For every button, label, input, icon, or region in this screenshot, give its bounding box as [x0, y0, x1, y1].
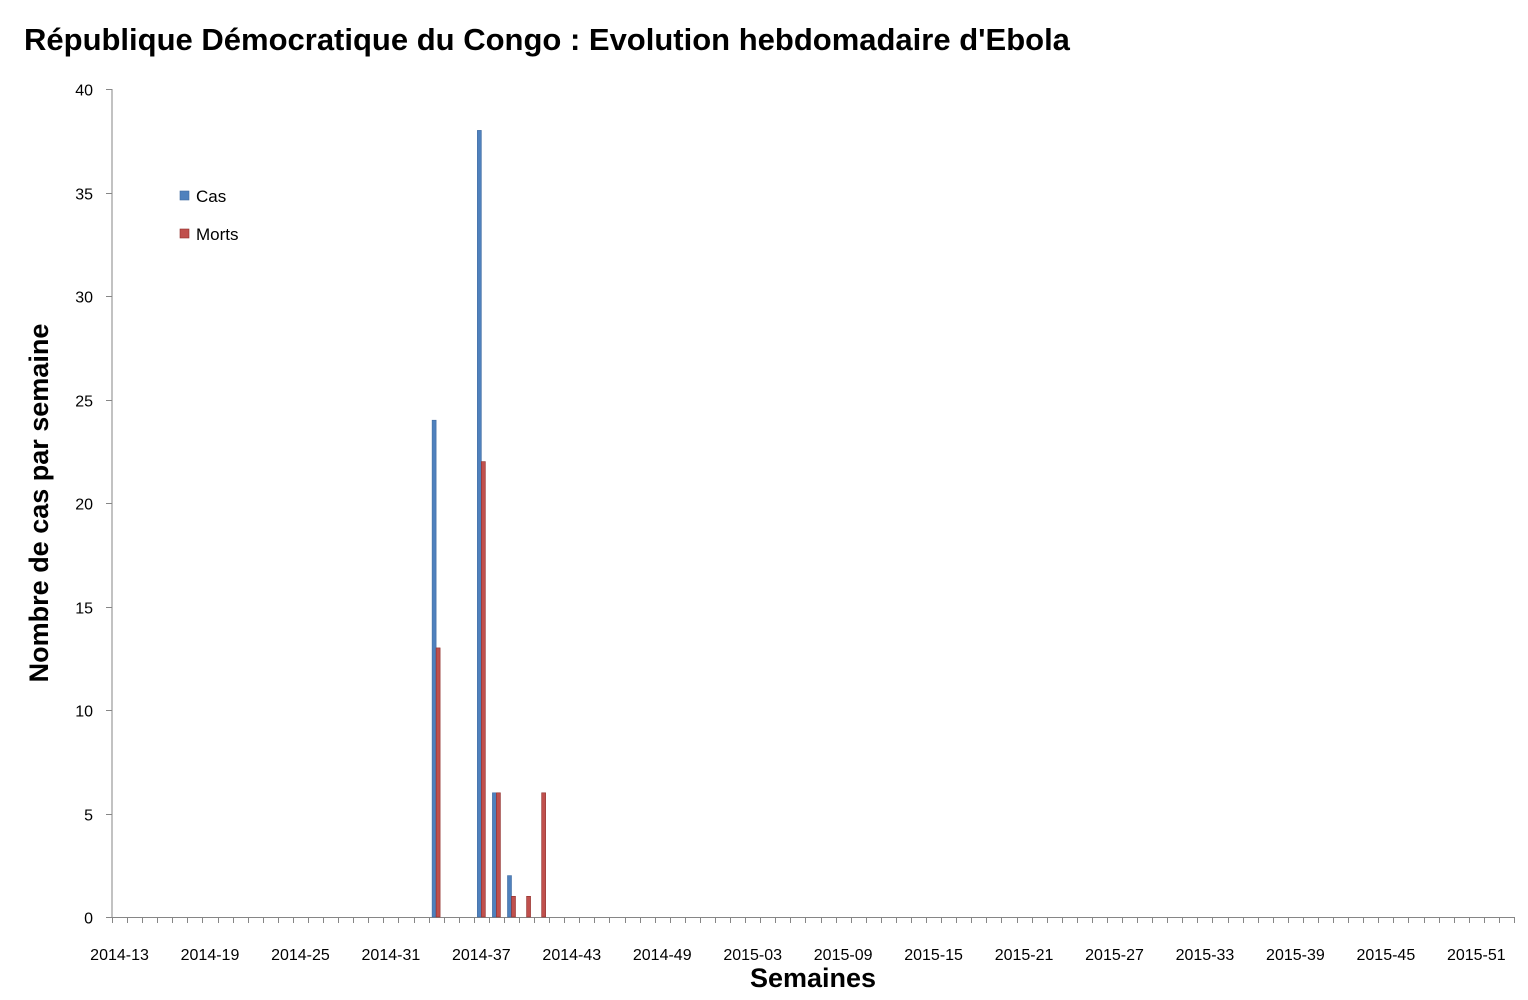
- y-tick-label: 25: [75, 394, 93, 411]
- legend-label-morts: Morts: [196, 225, 239, 244]
- x-tick-label: 2014-31: [362, 947, 421, 964]
- x-tick-label: 2015-15: [904, 947, 963, 964]
- y-tick-label: 0: [84, 911, 93, 928]
- y-tick-label: 20: [75, 497, 93, 514]
- x-tick-label: 2014-13: [90, 947, 149, 964]
- y-tick-label: 30: [75, 290, 93, 307]
- y-tick-label: 40: [75, 83, 93, 100]
- x-tick-label: 2014-43: [542, 947, 601, 964]
- bar-cas: [431, 419, 437, 918]
- x-tick-label: 2014-37: [452, 947, 511, 964]
- x-tick-label: 2015-09: [814, 947, 873, 964]
- x-tick-label: 2014-19: [181, 947, 240, 964]
- bar-morts: [496, 792, 501, 918]
- x-axis: 2014-13 2014-19 2014-25 2014-31 2014-37 2014-…: [90, 917, 1515, 964]
- bar-morts: [435, 647, 441, 918]
- bars: [431, 130, 546, 918]
- legend: Cas Morts: [179, 187, 239, 244]
- x-tick-label: 2015-39: [1266, 947, 1325, 964]
- x-tick-label: 2015-27: [1085, 947, 1144, 964]
- y-axis: 0 5 10 15 20 25 30 35 40: [75, 83, 113, 928]
- legend-label-cas: Cas: [196, 187, 226, 206]
- legend-swatch-cas: [179, 190, 190, 201]
- y-tick-label: 10: [75, 704, 93, 721]
- bar-cas: [507, 875, 512, 918]
- x-tick-label: 2015-21: [995, 947, 1054, 964]
- bar-morts: [541, 792, 546, 918]
- chart-title: République Démocratique du Congo : Evolu…: [24, 22, 1070, 57]
- y-tick-label: 5: [84, 808, 93, 825]
- bar-cas: [492, 792, 497, 918]
- x-tick-label: 2015-45: [1357, 947, 1416, 964]
- legend-swatch-morts: [179, 228, 190, 239]
- x-tick-label: 2014-25: [271, 947, 330, 964]
- x-axis-title: Semaines: [750, 963, 876, 993]
- y-tick-label: 35: [75, 187, 93, 204]
- bar-morts: [526, 895, 531, 918]
- x-tick-label: 2014-49: [633, 947, 692, 964]
- y-axis-title: Nombre de cas par semaine: [24, 324, 54, 683]
- bar-morts: [481, 461, 486, 918]
- x-tick-label: 2015-51: [1447, 947, 1506, 964]
- bar-morts: [511, 895, 516, 918]
- x-tick-label: 2015-03: [723, 947, 782, 964]
- x-tick-label: 2015-33: [1176, 947, 1235, 964]
- bar-cas: [477, 130, 482, 918]
- y-tick-label: 15: [75, 601, 93, 618]
